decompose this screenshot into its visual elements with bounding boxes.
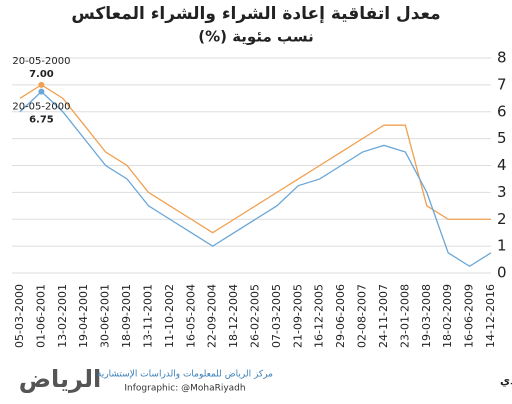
y-tick-label: 1 [497, 237, 507, 255]
credit: Infographic: @MohaRiyadh [124, 384, 245, 394]
x-tick-label: 19-04-2001 [77, 284, 90, 348]
series-line [19, 84, 491, 234]
brand: الرياض [19, 365, 101, 393]
x-tick-label: 01-06-2001 [34, 284, 47, 348]
y-tick-label: 6 [497, 102, 507, 120]
chart-title: معدل اتفاقية إعادة الشراء والشراء المعاك… [71, 4, 440, 24]
x-tick-label: 13-11-2001 [141, 284, 154, 348]
x-tick-label: 21-09-2005 [291, 284, 304, 348]
y-tick-label: 2 [497, 210, 507, 228]
x-tick-label: 18-12-2004 [227, 284, 240, 348]
x-tick-label: 26-02-2005 [249, 284, 262, 348]
annotation-date: 20-05-2000 [12, 56, 70, 67]
point-marker [38, 88, 45, 95]
x-tick-label: 18-02-2009 [441, 284, 454, 348]
series-line [19, 90, 492, 268]
x-tick-label: 30-06-2001 [99, 284, 112, 348]
x-tick-label: 05-03-2000 [13, 284, 26, 348]
x-tick-label: 07-03-2005 [270, 284, 283, 348]
y-tick-label: 3 [497, 183, 507, 201]
y-tick-label: 8 [497, 49, 507, 67]
y-tick-label: 5 [497, 129, 507, 147]
data-label: 6.75 [29, 115, 54, 126]
source: المصدر: مؤسسة النقد العربي السعودي [500, 374, 512, 387]
chart-subtitle: نسب مئوية (%) [198, 28, 314, 46]
x-tick-label: 11-10-2002 [163, 284, 176, 348]
data-label: 7.00 [29, 69, 54, 80]
y-tick-label: 4 [497, 156, 507, 174]
x-tick-label: 29-06-2006 [334, 284, 347, 348]
x-tick-label: 16-06-2009 [463, 284, 476, 348]
x-tick-label: 02-08-2007 [356, 284, 369, 348]
x-tick-label: 18-09-2001 [120, 284, 133, 348]
x-tick-label: 13-02-2001 [56, 284, 69, 348]
x-tick-label: 24-11-2007 [377, 284, 390, 348]
x-tick-label: 16-05-2004 [184, 284, 197, 348]
y-tick-label: 0 [497, 264, 507, 282]
x-tick-label: 16-12-2005 [313, 284, 326, 348]
brand-org: مركز الرياض للمعلومات والدراسات الإستشار… [97, 370, 273, 380]
x-tick-label: 19-03-2008 [420, 284, 433, 348]
x-tick-label: 23-01-2008 [398, 284, 411, 348]
x-tick-label: 14-12-2016 [484, 284, 497, 348]
y-tick-label: 7 [497, 75, 507, 93]
x-tick-label: 22-09-2004 [206, 284, 219, 348]
point-marker [38, 81, 45, 88]
annotation-date: 20-05-2000 [12, 102, 70, 113]
